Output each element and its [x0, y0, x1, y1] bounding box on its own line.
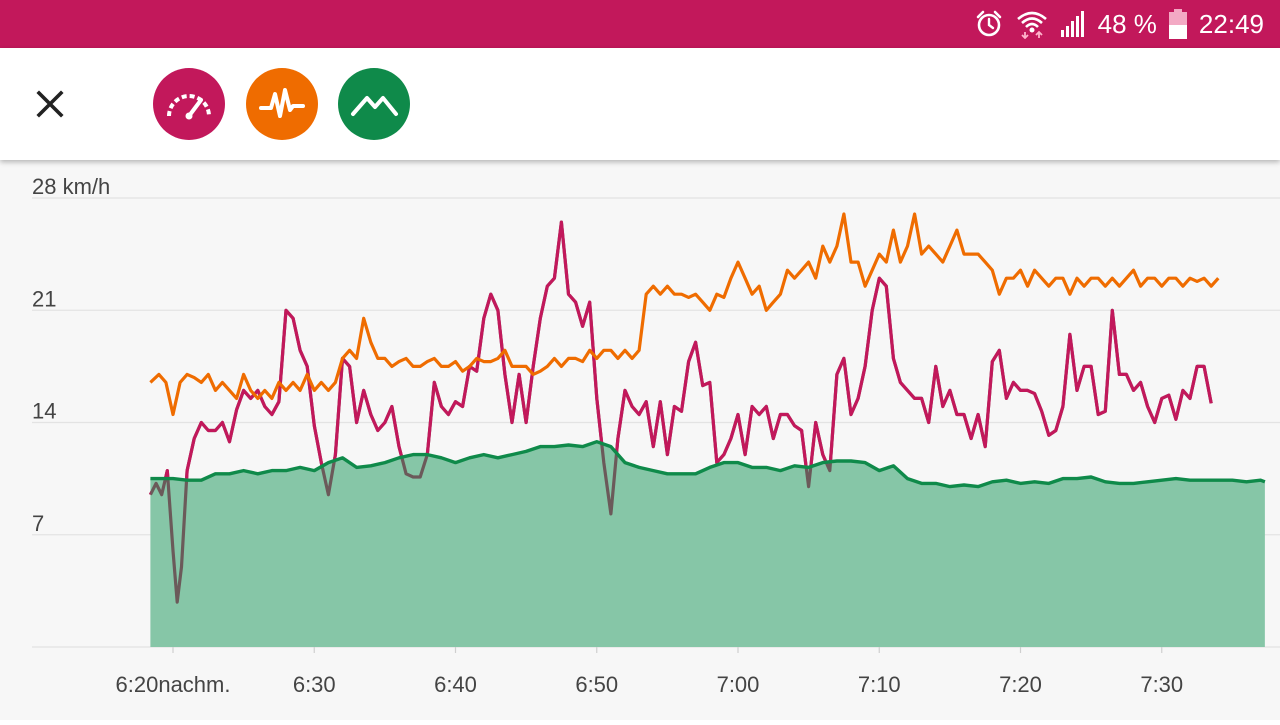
x-tick-label: 7:00: [717, 672, 760, 697]
x-tick-label: 6:20nachm.: [116, 672, 231, 697]
heart-rate-toggle-button[interactable]: [246, 68, 318, 140]
x-tick-label: 6:50: [575, 672, 618, 697]
y-tick-label: 21: [32, 286, 56, 311]
speedometer-icon: [167, 94, 211, 120]
heartbeat-icon: [259, 88, 305, 118]
alarm-icon: [974, 9, 1004, 39]
y-tick-label: 7: [32, 511, 44, 536]
signal-icon: [1060, 10, 1086, 38]
close-button[interactable]: [22, 76, 78, 132]
battery-icon: [1168, 9, 1187, 39]
elevation-line: [150, 440, 1266, 489]
y-tick-label: 14: [32, 399, 56, 424]
chart-area: 28 km/h 21 14 7 6:20nachm. 6:30 6:40 6:50 7:00 7…: [0, 160, 1280, 720]
activity-chart[interactable]: 28 km/h 21 14 7 6:20nachm. 6:30 6:40 6:50 7:00 7…: [0, 160, 1280, 720]
wifi-icon: [1016, 9, 1048, 39]
y-tick-label: 28 km/h: [32, 174, 110, 199]
elevation-toggle-button[interactable]: [338, 68, 410, 140]
x-tick-label: 7:20: [999, 672, 1042, 697]
status-bar: 48 % 22:49: [0, 0, 1280, 48]
x-tick-label: 7:10: [858, 672, 901, 697]
clock-time: 22:49: [1198, 8, 1264, 39]
toolbar: [0, 48, 1280, 160]
close-icon: [36, 90, 64, 118]
heart-rate-line: [149, 212, 1220, 417]
x-tick-label: 6:30: [293, 672, 336, 697]
x-tick-label: 6:40: [434, 672, 477, 697]
elevation-area: [150, 441, 1265, 647]
speed-line: [148, 220, 1213, 604]
speed-toggle-button[interactable]: [153, 68, 225, 140]
mountain-icon: [351, 96, 398, 116]
battery-percent: 48 %: [1097, 8, 1157, 39]
x-tick-label: 7:30: [1140, 672, 1183, 697]
